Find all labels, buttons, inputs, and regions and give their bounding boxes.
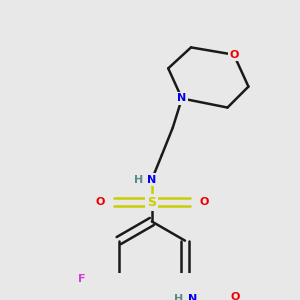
Text: O: O — [95, 197, 105, 207]
Text: S: S — [147, 196, 156, 209]
Text: H: H — [174, 294, 183, 300]
Text: O: O — [199, 197, 208, 207]
Text: F: F — [79, 274, 86, 284]
Text: N: N — [147, 175, 156, 184]
Text: O: O — [229, 50, 239, 60]
Text: H: H — [134, 175, 144, 184]
Text: N: N — [177, 93, 187, 103]
Text: O: O — [230, 292, 240, 300]
Text: N: N — [188, 294, 197, 300]
